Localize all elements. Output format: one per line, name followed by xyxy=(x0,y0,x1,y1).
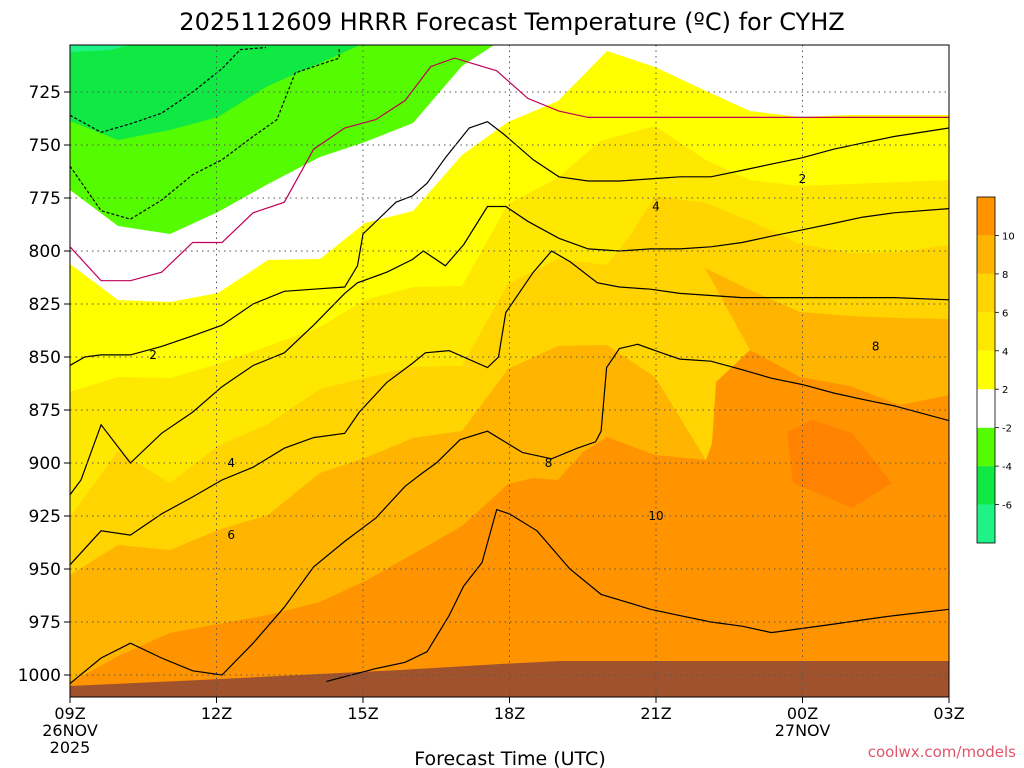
y-axis: 725 750 775 800 825 850 875 900 925 950 975 1000 xyxy=(18,83,70,686)
contour-line-10 xyxy=(326,508,949,682)
contour-labels: 2 2 4 4 6 8 8 10 xyxy=(149,172,880,542)
contour-line-8 xyxy=(70,343,949,684)
contour-label: 4 xyxy=(227,456,235,470)
x-tick-sublabel: 26NOV xyxy=(42,721,98,740)
warm-pocket xyxy=(787,420,892,508)
contour-line-6 xyxy=(70,250,949,566)
colorbar-tick-label: -6 xyxy=(1002,501,1012,512)
colorbar: 10 8 6 4 2 -2 -4 -6 xyxy=(976,196,1015,544)
y-tick-label: 750 xyxy=(29,136,61,156)
y-tick-label: 725 xyxy=(29,83,61,103)
credit-text: coolwx.com/models xyxy=(868,743,1016,761)
x-tick-label: 03Z xyxy=(933,704,964,723)
colorbar-tick-label: 8 xyxy=(1002,270,1008,281)
band-minus8-minus6 xyxy=(70,45,130,52)
x-tick-label: 12Z xyxy=(201,704,232,723)
colorbar-tick-label: -4 xyxy=(1002,462,1012,473)
x-tick-label: 00Z xyxy=(787,704,818,723)
contour-label: 4 xyxy=(652,199,660,213)
contour-label: 8 xyxy=(545,456,553,470)
contour-line-minus4 xyxy=(70,46,266,133)
x-axis-label: Forecast Time (UTC) xyxy=(414,748,605,768)
colorbar-frame xyxy=(976,196,996,544)
colorbar-tick-label: -2 xyxy=(1002,424,1012,435)
contour-label: 2 xyxy=(799,172,807,186)
contour-label: 6 xyxy=(227,528,235,542)
grid-lines xyxy=(70,45,949,697)
contour-line-0 xyxy=(70,57,949,282)
chart-title: 2025112609 HRRR Forecast Temperature (ºC… xyxy=(179,8,844,36)
y-tick-label: 875 xyxy=(29,401,61,421)
colorbar-segment xyxy=(977,312,995,351)
colorbar-segment xyxy=(977,466,995,505)
colorbar-tick-label: 4 xyxy=(1002,347,1008,358)
contour-line-4 xyxy=(70,205,949,496)
colorbar-tick-label: 2 xyxy=(1002,385,1008,396)
x-tick-label: 15Z xyxy=(347,704,378,723)
x-tick-label: 21Z xyxy=(640,704,671,723)
y-tick-label: 975 xyxy=(29,613,61,633)
colorbar-tick-label: 6 xyxy=(1002,308,1008,319)
colorbar-segment xyxy=(977,389,995,428)
contour-label: 8 xyxy=(872,339,880,353)
band-minus6-minus4 xyxy=(70,45,360,140)
x-tick-label: 09Z xyxy=(54,704,85,723)
x-tick-label: 18Z xyxy=(494,704,525,723)
y-tick-label: 850 xyxy=(29,348,61,368)
y-tick-label: 775 xyxy=(29,189,61,209)
colorbar-tick-label: 10 xyxy=(1002,231,1015,242)
y-tick-label: 950 xyxy=(29,560,61,580)
colorbar-segment xyxy=(977,197,995,236)
contour-label: 2 xyxy=(149,348,157,362)
x-tick-sublabel: 2025 xyxy=(50,738,91,757)
y-tick-label: 925 xyxy=(29,507,61,527)
colorbar-segment xyxy=(977,235,995,274)
contour-lines xyxy=(70,46,949,684)
y-tick-label: 825 xyxy=(29,295,61,315)
colorbar-segment xyxy=(977,350,995,390)
contour-line-2 xyxy=(70,121,949,367)
colorbar-segment xyxy=(977,273,995,313)
colorbar-segment xyxy=(977,504,995,543)
colorbar-segment xyxy=(977,427,995,467)
y-tick-label: 800 xyxy=(29,242,61,262)
y-tick-label: 1000 xyxy=(18,666,61,686)
y-tick-label: 900 xyxy=(29,454,61,474)
x-tick-sublabel: 27NOV xyxy=(775,721,831,740)
contour-label: 10 xyxy=(648,509,663,523)
